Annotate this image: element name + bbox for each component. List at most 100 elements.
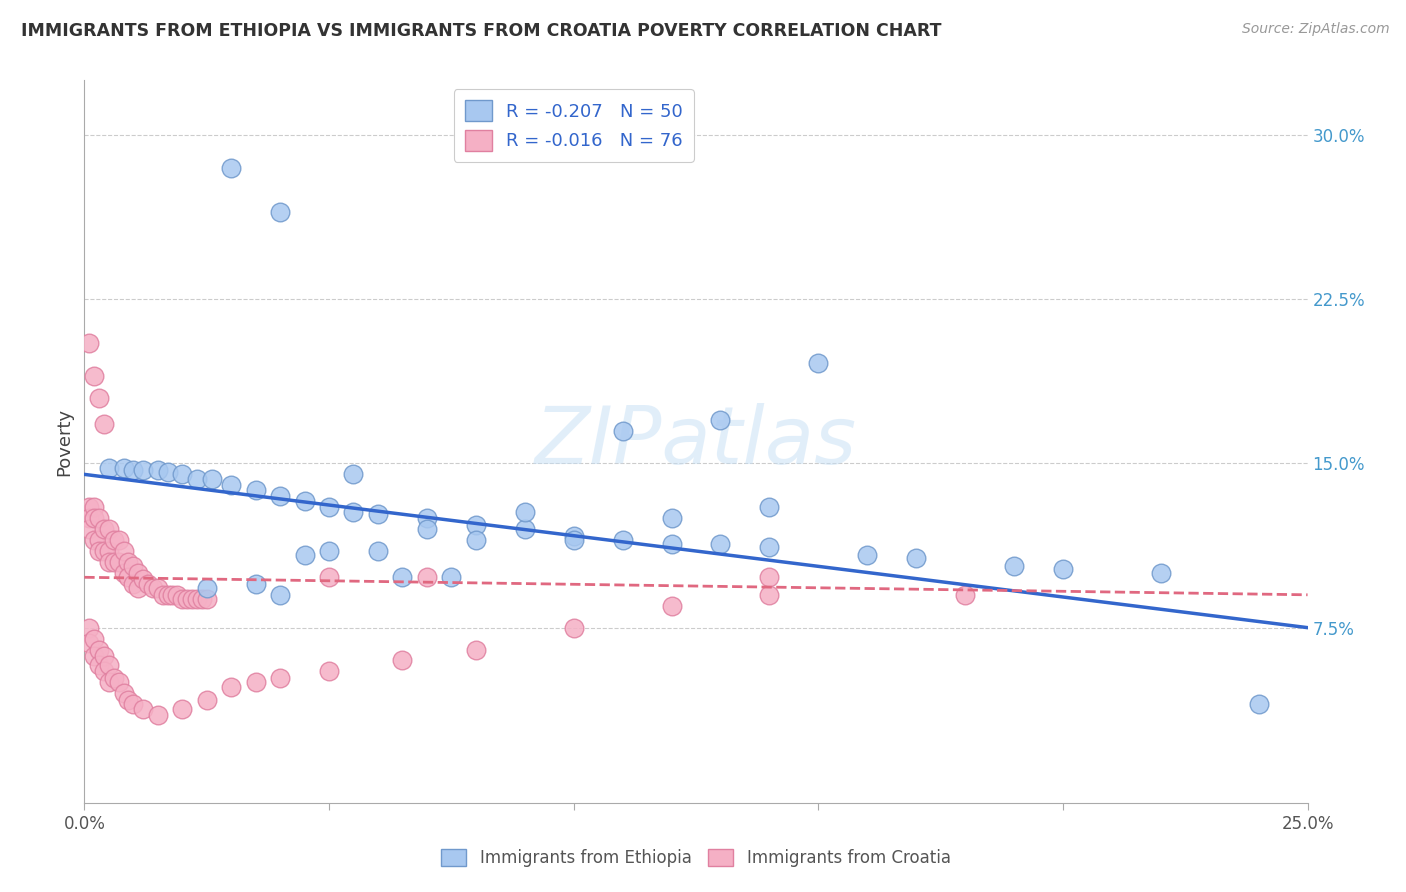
Point <box>342 505 364 519</box>
Point <box>758 540 780 554</box>
Point <box>195 592 218 607</box>
Point <box>142 581 165 595</box>
Point <box>807 356 830 370</box>
Point <box>127 581 149 595</box>
Point <box>709 537 731 551</box>
Point <box>117 555 139 569</box>
Point <box>953 588 976 602</box>
Point <box>122 463 145 477</box>
Point <box>87 642 110 657</box>
Point <box>464 642 486 657</box>
Point <box>136 577 159 591</box>
Point <box>245 675 267 690</box>
Point <box>758 570 780 584</box>
Point <box>200 472 222 486</box>
Point <box>416 522 439 536</box>
Point <box>156 588 179 602</box>
Point <box>195 693 218 707</box>
Point <box>191 592 214 607</box>
Point <box>112 460 135 475</box>
Point <box>219 680 242 694</box>
Point <box>513 522 536 536</box>
Point <box>93 649 115 664</box>
Point <box>77 336 100 351</box>
Point <box>146 463 169 477</box>
Point <box>112 544 135 558</box>
Point <box>77 621 100 635</box>
Point <box>97 675 120 690</box>
Y-axis label: Poverty: Poverty <box>55 408 73 475</box>
Point <box>562 529 585 543</box>
Point <box>122 559 145 574</box>
Point <box>97 657 120 672</box>
Point <box>758 500 780 515</box>
Point <box>391 653 413 667</box>
Point <box>269 588 291 602</box>
Point <box>87 511 110 525</box>
Point <box>661 537 683 551</box>
Point <box>132 573 155 587</box>
Point <box>186 472 208 486</box>
Point <box>162 588 184 602</box>
Point <box>367 507 389 521</box>
Point <box>318 544 340 558</box>
Point <box>83 368 105 383</box>
Point <box>103 671 125 685</box>
Point <box>83 500 105 515</box>
Point <box>77 636 100 650</box>
Point <box>709 412 731 426</box>
Point <box>107 675 129 690</box>
Point <box>269 204 291 219</box>
Point <box>391 570 413 584</box>
Point <box>93 417 115 431</box>
Point <box>661 599 683 613</box>
Point <box>103 533 125 547</box>
Point <box>83 511 105 525</box>
Point <box>440 570 463 584</box>
Point <box>132 463 155 477</box>
Point <box>97 522 120 536</box>
Point <box>77 522 100 536</box>
Point <box>112 686 135 700</box>
Point <box>294 493 316 508</box>
Point <box>156 465 179 479</box>
Point <box>367 544 389 558</box>
Point <box>294 549 316 563</box>
Point <box>93 544 115 558</box>
Point <box>176 592 198 607</box>
Point <box>416 570 439 584</box>
Point <box>905 550 928 565</box>
Point <box>562 621 585 635</box>
Point <box>93 522 115 536</box>
Point <box>1052 561 1074 575</box>
Point <box>661 511 683 525</box>
Point <box>97 555 120 569</box>
Point <box>318 570 340 584</box>
Point <box>186 592 208 607</box>
Point <box>342 467 364 482</box>
Legend: Immigrants from Ethiopia, Immigrants from Croatia: Immigrants from Ethiopia, Immigrants fro… <box>434 842 957 874</box>
Point <box>103 555 125 569</box>
Point <box>132 701 155 715</box>
Point <box>87 544 110 558</box>
Text: Source: ZipAtlas.com: Source: ZipAtlas.com <box>1241 22 1389 37</box>
Point <box>122 577 145 591</box>
Point <box>117 570 139 584</box>
Point <box>612 533 634 547</box>
Point <box>269 489 291 503</box>
Point <box>87 533 110 547</box>
Point <box>172 701 194 715</box>
Point <box>87 391 110 405</box>
Point <box>166 588 188 602</box>
Point <box>107 533 129 547</box>
Point <box>612 424 634 438</box>
Point <box>107 555 129 569</box>
Point <box>93 665 115 679</box>
Point <box>1150 566 1173 580</box>
Point <box>97 544 120 558</box>
Point <box>122 698 145 712</box>
Point <box>245 483 267 497</box>
Point <box>87 657 110 672</box>
Point <box>146 708 169 723</box>
Point <box>195 581 218 595</box>
